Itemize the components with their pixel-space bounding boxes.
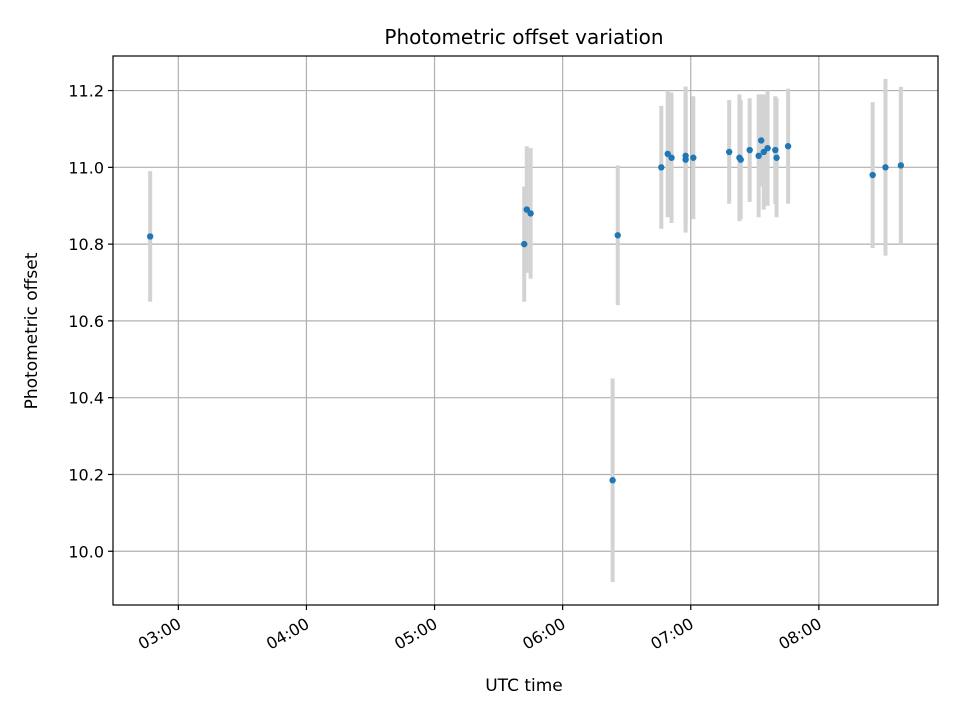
data-point: [784, 143, 792, 150]
data-point: [146, 233, 154, 240]
error-bars: [148, 79, 903, 582]
data-point: [682, 156, 689, 163]
data-points: [146, 137, 905, 484]
data-point: [869, 171, 876, 179]
x-tick-label: 08:00: [775, 614, 824, 654]
data-point: [897, 162, 905, 169]
data-point: [725, 148, 733, 156]
data-point: [527, 210, 534, 217]
data-point: [690, 154, 697, 161]
data-point: [658, 164, 665, 171]
data-point: [746, 146, 753, 154]
x-tick-label: 04:00: [263, 614, 312, 654]
data-point: [609, 477, 616, 484]
x-tick-label: 07:00: [647, 614, 696, 654]
data-point: [758, 137, 765, 144]
y-tick-label: 10.8: [68, 235, 104, 254]
y-tick-label: 11.2: [68, 82, 104, 101]
x-tick-label: 05:00: [391, 614, 440, 654]
data-point: [737, 156, 744, 163]
chart-title: Photometric offset variation: [384, 25, 663, 49]
data-point: [764, 144, 771, 152]
data-point: [668, 154, 675, 161]
plot-frame: [112, 55, 939, 606]
data-point: [772, 146, 779, 154]
x-tick-label: 06:00: [519, 614, 568, 654]
x-tick-label: 03:00: [135, 614, 184, 654]
y-axis-label: Photometric offset: [22, 252, 42, 409]
y-tick-label: 11.0: [68, 158, 104, 177]
x-axis-label: UTC time: [485, 676, 563, 696]
y-tick-label: 10.4: [68, 389, 104, 408]
grid: [113, 56, 938, 605]
data-point: [773, 154, 780, 161]
y-tick-label: 10.0: [68, 542, 104, 561]
y-axis-ticks: 10.0 10.2 10.4 10.6 10.8 11.0 11.2: [68, 82, 113, 561]
x-axis-ticks: 03:00 04:00 05:00 06:00 07:00 08:00: [135, 605, 825, 654]
data-point: [521, 240, 528, 248]
y-tick-label: 10.2: [68, 465, 104, 484]
data-point: [614, 232, 621, 239]
data-point: [755, 152, 762, 160]
y-tick-label: 10.6: [68, 312, 104, 331]
data-point: [882, 164, 889, 171]
